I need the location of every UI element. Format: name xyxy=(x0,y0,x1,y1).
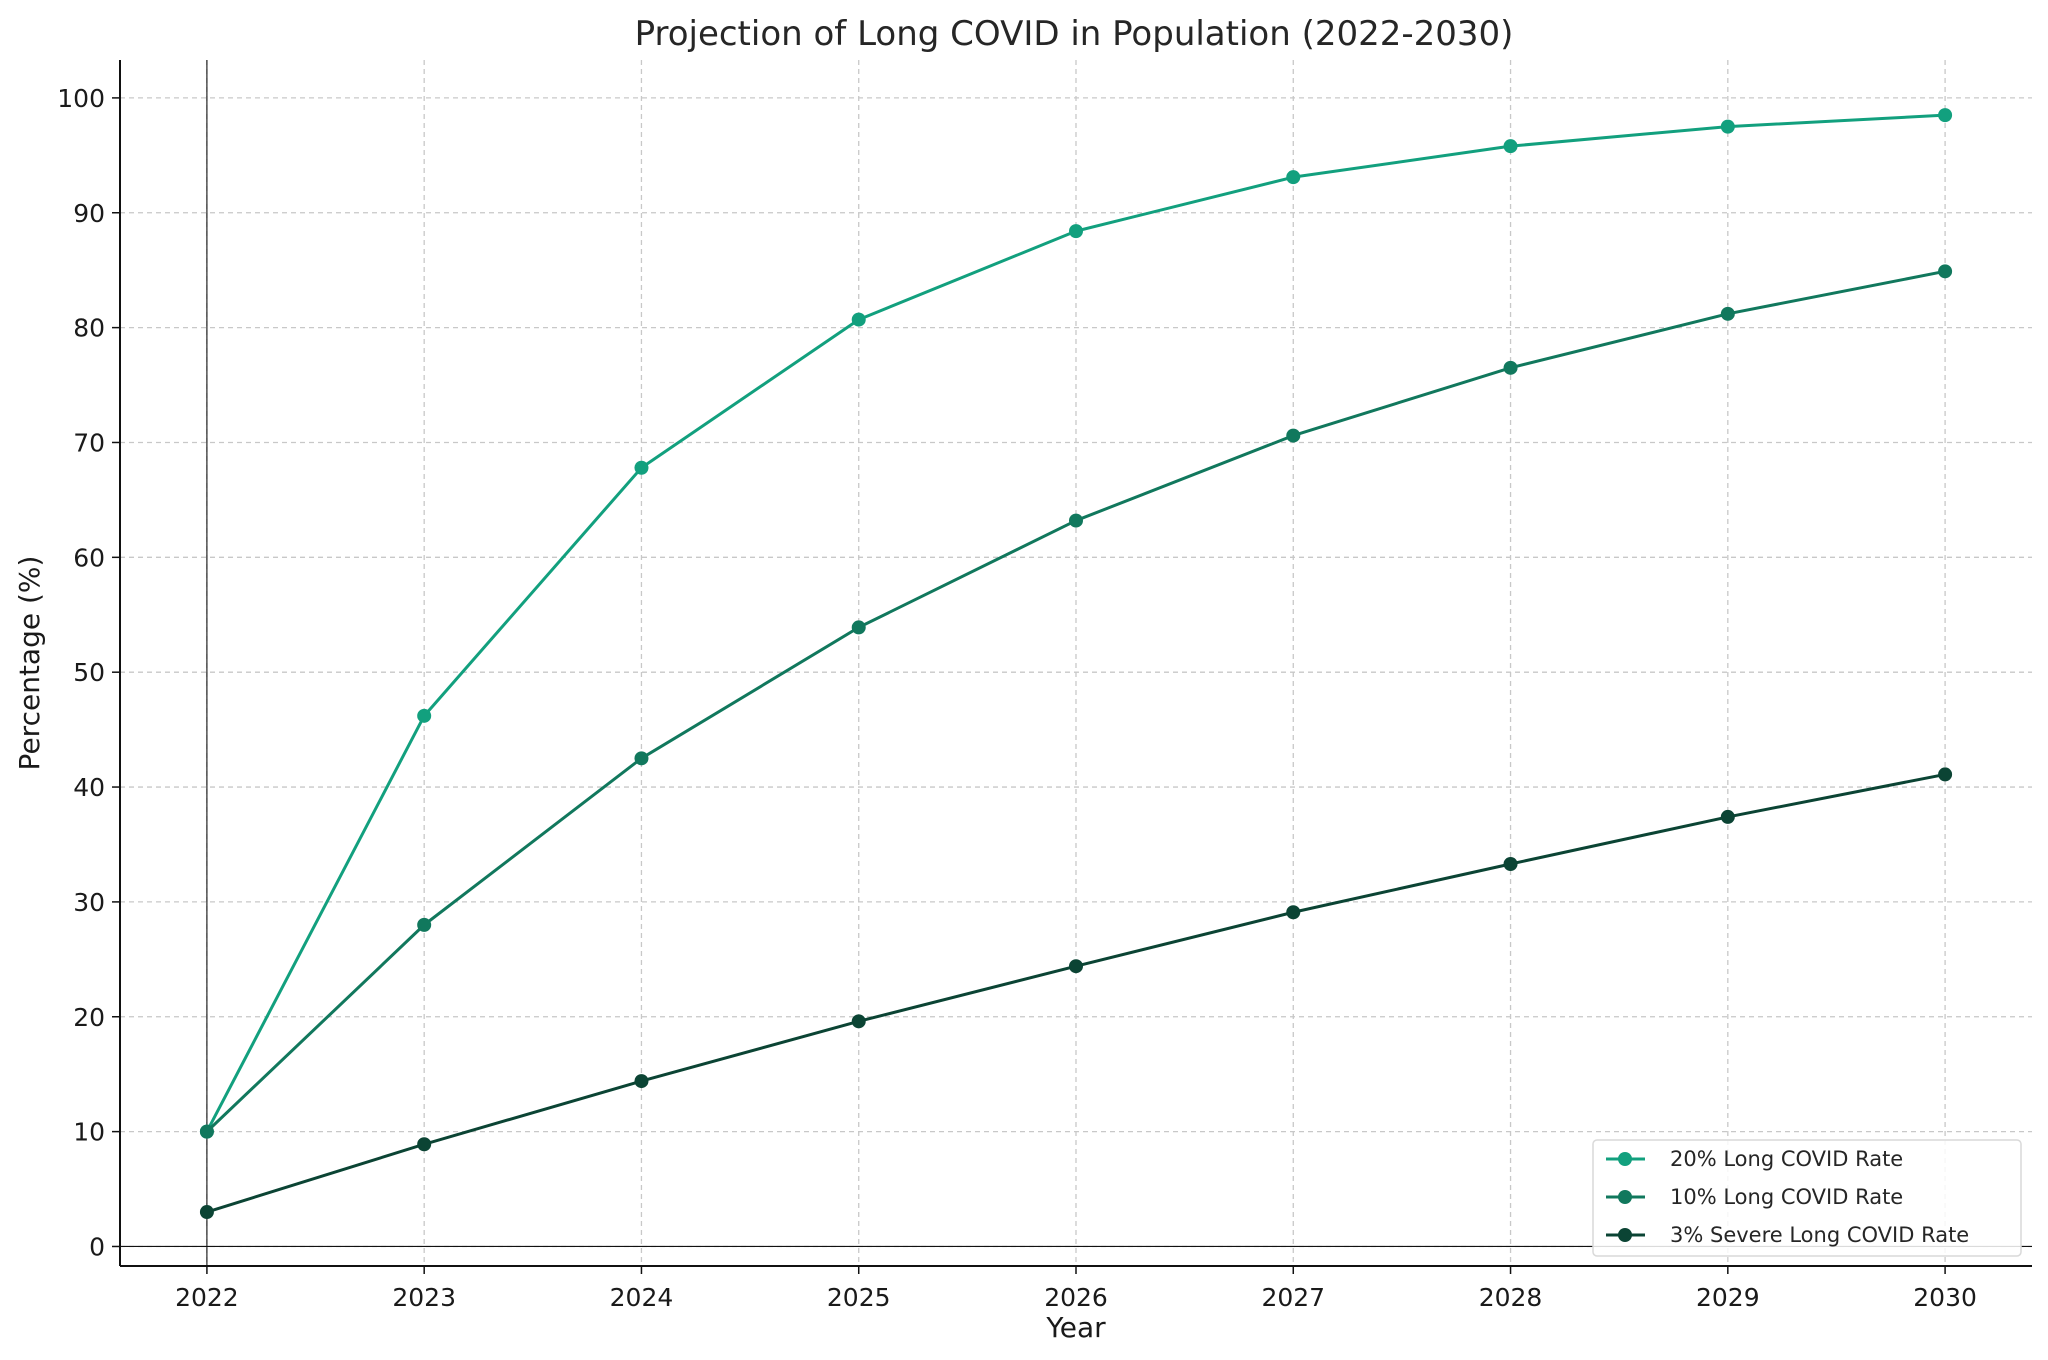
x-tick-label: 2022 xyxy=(175,1283,239,1312)
y-tick-label: 40 xyxy=(73,773,105,802)
data-point xyxy=(1503,360,1518,375)
y-tick-label: 100 xyxy=(57,84,105,113)
data-point xyxy=(1069,224,1083,239)
data-point xyxy=(1720,809,1735,824)
grid xyxy=(120,60,2032,1266)
x-tick-label: 2027 xyxy=(1261,1283,1325,1312)
data-point xyxy=(851,312,866,327)
data-point xyxy=(1938,767,1953,782)
legend-label: 3% Severe Long COVID Rate xyxy=(1670,1223,1969,1247)
data-point xyxy=(851,620,866,635)
legend-label: 10% Long COVID Rate xyxy=(1670,1185,1903,1209)
data-point xyxy=(1503,139,1518,154)
y-tick-label: 70 xyxy=(73,428,105,457)
y-tick-label: 90 xyxy=(73,199,105,228)
data-point xyxy=(1069,959,1083,974)
data-point xyxy=(1938,264,1953,279)
data-point xyxy=(417,1137,432,1152)
series-1 xyxy=(199,108,1953,1139)
data-point xyxy=(1069,513,1083,528)
y-tick-label: 50 xyxy=(73,658,105,687)
x-tick-label: 2023 xyxy=(392,1283,456,1312)
x-tick-label: 2025 xyxy=(827,1283,891,1312)
legend-box xyxy=(1592,1139,2022,1257)
legend-item: 10% Long COVID Rate xyxy=(1606,1185,1903,1209)
series-2 xyxy=(199,264,1953,1139)
data-point xyxy=(199,1205,214,1220)
legend-swatch-marker xyxy=(1618,1190,1632,1204)
data-point xyxy=(634,751,649,766)
data-point xyxy=(1503,857,1518,871)
y-tick-label: 60 xyxy=(73,543,105,572)
y-tick-label: 0 xyxy=(89,1232,105,1261)
data-point xyxy=(1286,170,1301,185)
x-axis-title: Year xyxy=(1045,1311,1106,1344)
y-tick-label: 10 xyxy=(73,1118,105,1147)
x-axis-ticks: 2022 2023 2024 2025 2026 2027 2028 2029 2030 xyxy=(175,1266,1977,1312)
x-tick-label: 2028 xyxy=(1479,1283,1543,1312)
y-axis-ticks: 0 10 20 30 40 50 60 70 80 90 100 xyxy=(57,84,120,1261)
legend-swatch-marker xyxy=(1618,1152,1632,1166)
chart-title: Projection of Long COVID in Population (… xyxy=(635,14,1514,54)
data-point xyxy=(634,1074,649,1089)
data-point xyxy=(199,1124,214,1139)
x-tick-label: 2026 xyxy=(1044,1283,1108,1312)
data-point xyxy=(851,1014,866,1029)
y-tick-label: 30 xyxy=(73,888,105,917)
x-tick-label: 2030 xyxy=(1913,1283,1977,1312)
series-3 xyxy=(199,767,1953,1220)
data-point xyxy=(1286,428,1301,443)
data-point xyxy=(1286,905,1301,920)
legend-swatch-marker xyxy=(1618,1228,1632,1242)
data-point xyxy=(417,917,432,932)
data-point xyxy=(417,708,432,723)
legend-item: 20% Long COVID Rate xyxy=(1606,1147,1903,1171)
legend-label: 20% Long COVID Rate xyxy=(1670,1147,1903,1171)
data-point xyxy=(1720,119,1735,134)
y-tick-label: 80 xyxy=(73,314,105,343)
series-group xyxy=(199,108,1953,1220)
legend: 20% Long COVID Rate 10% Long COVID Rate 3%… xyxy=(1592,1139,2022,1257)
data-point xyxy=(1720,306,1735,321)
x-tick-label: 2029 xyxy=(1696,1283,1760,1312)
y-axis-title: Percentage (%) xyxy=(13,556,46,771)
data-point xyxy=(634,460,649,475)
x-tick-label: 2024 xyxy=(610,1283,674,1312)
data-point xyxy=(1938,108,1953,123)
legend-item: 3% Severe Long COVID Rate xyxy=(1606,1223,1969,1247)
y-tick-label: 20 xyxy=(73,1003,105,1032)
